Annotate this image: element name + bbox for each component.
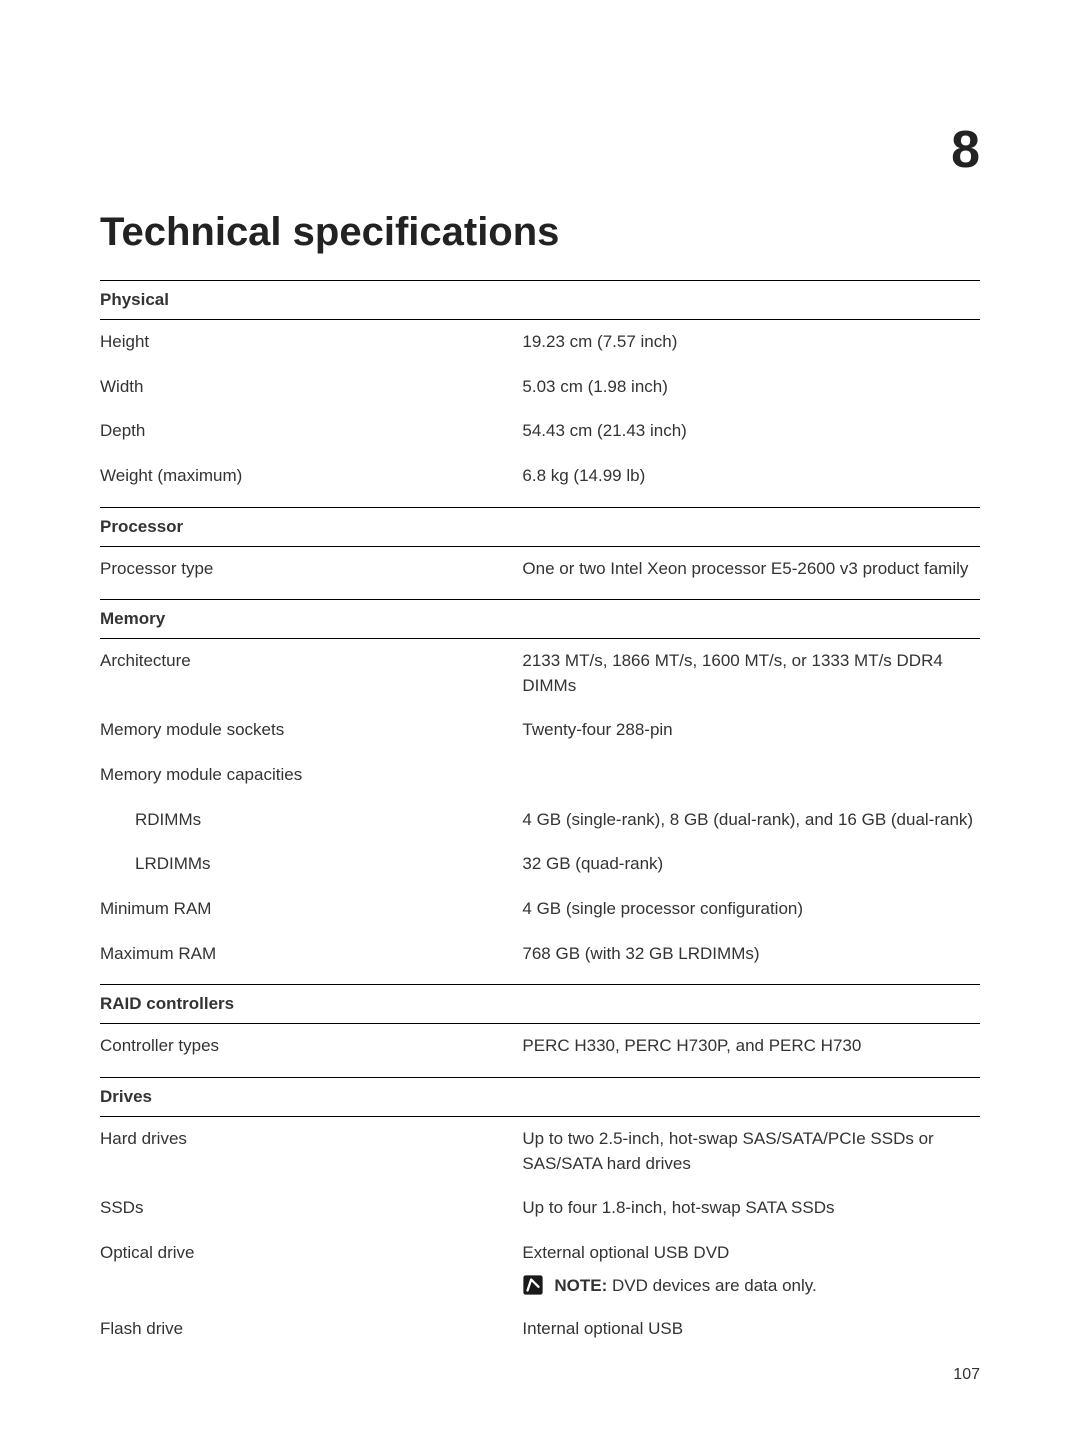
- spec-value: 4 GB (single-rank), 8 GB (dual-rank), an…: [522, 798, 980, 843]
- section-header-raid: RAID controllers: [100, 985, 980, 1024]
- spec-value: Twenty-four 288-pin: [522, 708, 980, 753]
- section-header-drives: Drives: [100, 1077, 980, 1116]
- section-header-processor: Processor: [100, 507, 980, 546]
- spec-label: Weight (maximum): [100, 454, 522, 499]
- spec-label: Controller types: [100, 1024, 522, 1069]
- table-row: Width 5.03 cm (1.98 inch): [100, 365, 980, 410]
- note-text: NOTE: DVD devices are data only.: [554, 1274, 816, 1298]
- spec-value: Up to two 2.5-inch, hot-swap SAS/SATA/PC…: [522, 1116, 980, 1186]
- spec-label: SSDs: [100, 1186, 522, 1231]
- page-title: Technical specifications: [100, 210, 980, 255]
- table-row: Depth 54.43 cm (21.43 inch): [100, 409, 980, 454]
- spec-label: Optical drive: [100, 1231, 522, 1307]
- table-row: Controller types PERC H330, PERC H730P, …: [100, 1024, 980, 1069]
- table-row: Optical drive External optional USB DVD …: [100, 1231, 980, 1307]
- table-row: Weight (maximum) 6.8 kg (14.99 lb): [100, 454, 980, 499]
- table-row: Memory module sockets Twenty-four 288-pi…: [100, 708, 980, 753]
- spec-value: 32 GB (quad-rank): [522, 842, 980, 887]
- spec-value: 54.43 cm (21.43 inch): [522, 409, 980, 454]
- spec-label: Architecture: [100, 639, 522, 709]
- spec-label: Maximum RAM: [100, 932, 522, 977]
- spec-label: Memory module capacities: [100, 753, 522, 798]
- table-row: Minimum RAM 4 GB (single processor confi…: [100, 887, 980, 932]
- spec-value: 2133 MT/s, 1866 MT/s, 1600 MT/s, or 1333…: [522, 639, 980, 709]
- note-row: NOTE: DVD devices are data only.: [522, 1274, 980, 1298]
- spec-value: 19.23 cm (7.57 inch): [522, 320, 980, 365]
- table-row: Architecture 2133 MT/s, 1866 MT/s, 1600 …: [100, 639, 980, 709]
- note-icon: [522, 1274, 544, 1296]
- page-number: 107: [953, 1366, 980, 1384]
- spec-label: Height: [100, 320, 522, 365]
- spec-value: 768 GB (with 32 GB LRDIMMs): [522, 932, 980, 977]
- spec-value: [522, 753, 980, 798]
- spec-label: Depth: [100, 409, 522, 454]
- spec-label: Flash drive: [100, 1307, 522, 1352]
- spec-label-indent: RDIMMs: [100, 798, 522, 843]
- table-row: Memory module capacities: [100, 753, 980, 798]
- note-prefix: NOTE:: [554, 1276, 607, 1295]
- table-row: Height 19.23 cm (7.57 inch): [100, 320, 980, 365]
- spec-value: 5.03 cm (1.98 inch): [522, 365, 980, 410]
- table-row: LRDIMMs 32 GB (quad-rank): [100, 842, 980, 887]
- spec-label: Memory module sockets: [100, 708, 522, 753]
- spec-label: Minimum RAM: [100, 887, 522, 932]
- spec-label: Width: [100, 365, 522, 410]
- spec-label: Hard drives: [100, 1116, 522, 1186]
- table-row: Processor type One or two Intel Xeon pro…: [100, 546, 980, 591]
- optical-drive-value: External optional USB DVD: [522, 1241, 980, 1266]
- note-body: DVD devices are data only.: [607, 1276, 816, 1295]
- table-row: Flash drive Internal optional USB: [100, 1307, 980, 1352]
- table-row: SSDs Up to four 1.8-inch, hot-swap SATA …: [100, 1186, 980, 1231]
- spec-value: Internal optional USB: [522, 1307, 980, 1352]
- spec-label-indent: LRDIMMs: [100, 842, 522, 887]
- spec-value: 4 GB (single processor configuration): [522, 887, 980, 932]
- spec-label: Processor type: [100, 546, 522, 591]
- spec-value: One or two Intel Xeon processor E5-2600 …: [522, 546, 980, 591]
- spec-value: Up to four 1.8-inch, hot-swap SATA SSDs: [522, 1186, 980, 1231]
- table-row: RDIMMs 4 GB (single-rank), 8 GB (dual-ra…: [100, 798, 980, 843]
- spec-value: PERC H330, PERC H730P, and PERC H730: [522, 1024, 980, 1069]
- spec-value: 6.8 kg (14.99 lb): [522, 454, 980, 499]
- table-row: Maximum RAM 768 GB (with 32 GB LRDIMMs): [100, 932, 980, 977]
- section-header-physical: Physical: [100, 281, 980, 320]
- chapter-number: 8: [100, 120, 980, 180]
- table-row: Hard drives Up to two 2.5-inch, hot-swap…: [100, 1116, 980, 1186]
- section-header-memory: Memory: [100, 600, 980, 639]
- spec-value: External optional USB DVD NOTE: DVD devi…: [522, 1231, 980, 1307]
- spec-table: Physical Height 19.23 cm (7.57 inch) Wid…: [100, 280, 980, 1352]
